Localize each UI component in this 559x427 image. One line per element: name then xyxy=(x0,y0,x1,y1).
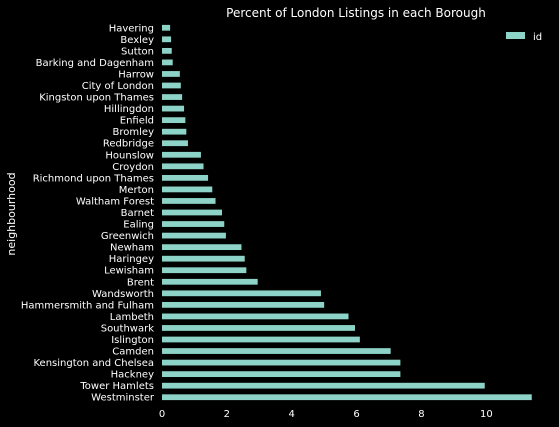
category-label: Enfield xyxy=(120,116,154,127)
bar xyxy=(162,140,188,147)
x-tick-label: 8 xyxy=(418,409,424,420)
category-label: Bromley xyxy=(113,127,155,138)
legend: id xyxy=(506,32,542,43)
bar xyxy=(162,221,225,227)
category-label: Hammersmith and Fulham xyxy=(21,300,154,311)
y-axis-label: neighbourhood xyxy=(5,172,18,255)
bar xyxy=(162,163,204,170)
category-label: Harrow xyxy=(118,69,154,80)
bar xyxy=(162,186,213,193)
bar xyxy=(162,301,325,308)
bar xyxy=(162,174,209,181)
category-label: Barnet xyxy=(121,208,154,219)
bar xyxy=(162,255,245,262)
bar xyxy=(162,24,171,31)
bar xyxy=(162,359,401,366)
x-tick-label: 2 xyxy=(224,409,230,420)
category-label: Ealing xyxy=(123,220,154,231)
category-label: Bexley xyxy=(120,35,154,46)
category-label: Southwark xyxy=(101,323,154,334)
category-label: Newham xyxy=(110,243,154,254)
category-label: Wandsworth xyxy=(92,289,154,300)
category-label: Westminster xyxy=(91,393,155,404)
bars-group xyxy=(162,24,532,401)
category-label: Lewisham xyxy=(104,266,154,277)
bar xyxy=(162,278,258,285)
bar xyxy=(162,128,187,135)
x-tick-label: 0 xyxy=(159,409,165,420)
category-label: Kensington and Chelsea xyxy=(33,358,154,369)
bar xyxy=(162,82,181,89)
bar xyxy=(162,313,349,320)
category-label: Tower Hamlets xyxy=(79,381,154,392)
bar xyxy=(162,117,186,124)
category-label: Camden xyxy=(112,347,154,358)
bar xyxy=(162,394,532,401)
bar xyxy=(162,244,242,251)
bar xyxy=(162,47,172,54)
x-tick-label: 10 xyxy=(480,409,493,420)
bar xyxy=(162,290,321,297)
bar xyxy=(162,382,485,389)
bar xyxy=(162,36,172,43)
x-axis-ticks: 0 2 4 6 8 10 xyxy=(159,409,493,420)
bar xyxy=(162,71,180,77)
category-label: Islington xyxy=(111,335,154,346)
category-label: Kingston upon Thames xyxy=(39,93,154,104)
bar xyxy=(162,325,355,331)
category-label: Redbridge xyxy=(103,139,154,150)
legend-label: id xyxy=(533,32,542,43)
bar xyxy=(162,59,173,66)
bar xyxy=(162,94,183,100)
x-tick-label: 6 xyxy=(353,409,359,420)
bar xyxy=(162,198,216,204)
category-label: Croydon xyxy=(112,162,154,173)
category-label: Hillingdon xyxy=(104,104,154,115)
category-label: Brent xyxy=(127,277,154,288)
category-label: Haringey xyxy=(109,254,154,265)
category-label: Hounslow xyxy=(105,150,154,161)
category-label: Waltham Forest xyxy=(76,196,154,207)
bar xyxy=(162,105,185,112)
bar xyxy=(162,371,401,378)
category-label: Richmond upon Thames xyxy=(33,173,154,184)
bar xyxy=(162,151,201,158)
category-label: Lambeth xyxy=(110,312,154,323)
bar xyxy=(162,348,391,354)
bar xyxy=(162,336,360,343)
bar xyxy=(162,267,247,274)
category-label: Greenwich xyxy=(101,231,154,242)
category-label: Merton xyxy=(119,185,154,196)
x-tick-label: 4 xyxy=(289,409,295,420)
legend-swatch xyxy=(506,32,525,39)
bar xyxy=(162,232,226,239)
category-label: Sutton xyxy=(121,46,154,57)
category-label: Barking and Dagenham xyxy=(36,58,154,69)
category-label: Havering xyxy=(109,23,154,34)
chart-title: Percent of London Listings in each Borou… xyxy=(226,6,486,20)
category-label: City of London xyxy=(82,81,154,92)
category-label: Hackney xyxy=(111,370,154,381)
bar xyxy=(162,209,222,216)
